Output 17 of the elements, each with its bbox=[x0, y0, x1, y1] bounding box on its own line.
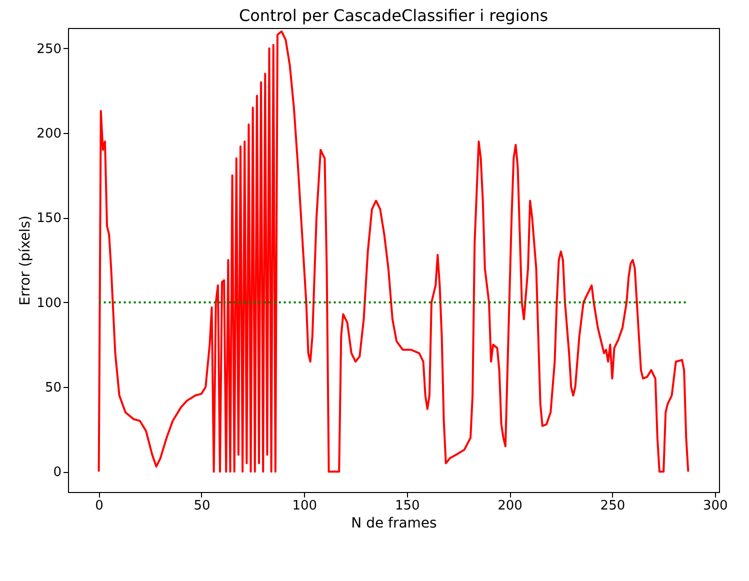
x-tick-label: 0 bbox=[95, 498, 104, 514]
x-tick-label: 250 bbox=[600, 498, 626, 514]
y-tick-label: 200 bbox=[36, 126, 62, 142]
y-tick-label: 50 bbox=[44, 380, 62, 396]
line-series bbox=[98, 30, 690, 473]
x-tick-label: 200 bbox=[498, 498, 522, 514]
x-tick-label: 50 bbox=[194, 498, 210, 514]
chart-title: Control per CascadeClassifier i regions bbox=[238, 6, 548, 25]
y-tick-label: 150 bbox=[36, 211, 62, 226]
x-axis-title: N de frames bbox=[351, 516, 437, 532]
y-tick-label: 0 bbox=[53, 465, 62, 480]
y-tick-label: 250 bbox=[36, 42, 62, 57]
x-tick-label: 100 bbox=[292, 498, 318, 514]
x-tick-label: 150 bbox=[394, 498, 420, 514]
y-axis-title: Error (píxels) bbox=[18, 216, 34, 306]
y-tick-label: 100 bbox=[36, 296, 62, 311]
x-tick-label: 300 bbox=[702, 498, 728, 514]
